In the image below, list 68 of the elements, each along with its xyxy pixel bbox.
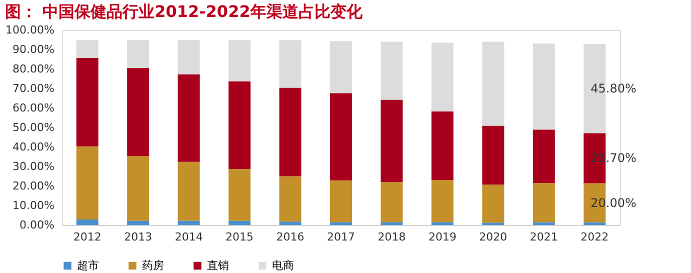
bar bbox=[279, 176, 302, 222]
bar bbox=[127, 40, 150, 68]
bar bbox=[76, 58, 98, 146]
bar bbox=[127, 220, 150, 225]
bar bbox=[330, 41, 352, 94]
y-tick-label: 100.00% bbox=[6, 24, 54, 36]
data-label: 45.80% bbox=[590, 82, 636, 96]
x-tick-label: 2017 bbox=[327, 230, 355, 244]
legend-label: 直销 bbox=[207, 258, 229, 272]
bar bbox=[532, 43, 555, 130]
bar bbox=[228, 40, 251, 82]
y-tick-label: 30.00% bbox=[12, 160, 54, 173]
bar bbox=[532, 183, 555, 222]
bar bbox=[431, 222, 454, 225]
bar bbox=[127, 156, 150, 221]
bar bbox=[127, 68, 150, 156]
y-tick-label: 90.00% bbox=[12, 43, 54, 56]
legend-label: 药房 bbox=[142, 258, 164, 272]
bar bbox=[380, 100, 403, 182]
bar bbox=[482, 42, 504, 126]
x-tick-label: 2014 bbox=[174, 230, 203, 244]
x-tick-label: 2020 bbox=[479, 230, 508, 244]
bar bbox=[228, 169, 251, 221]
bar bbox=[380, 42, 403, 100]
y-tick-label: 10.00% bbox=[12, 199, 54, 212]
bar bbox=[178, 162, 200, 221]
bar bbox=[584, 222, 606, 225]
bar bbox=[279, 222, 302, 225]
bar bbox=[380, 222, 403, 225]
x-tick-label: 2022 bbox=[580, 230, 609, 244]
y-tick-label: 40.00% bbox=[12, 140, 54, 154]
bar bbox=[380, 182, 403, 222]
bar bbox=[228, 220, 251, 225]
x-tick-label: 2019 bbox=[428, 230, 456, 244]
chart-title: 图： 中国保健品行业2012-2022年渠道占比变化 bbox=[5, 2, 364, 21]
bar bbox=[431, 42, 454, 112]
y-tick-label: 70.00% bbox=[12, 82, 54, 95]
y-tick-label: 0.00% bbox=[20, 218, 54, 232]
bar bbox=[178, 220, 200, 225]
bar bbox=[178, 40, 200, 74]
legend-label: 超市 bbox=[77, 258, 99, 272]
legend-label: 电商 bbox=[272, 258, 294, 272]
x-tick-label: 2018 bbox=[378, 230, 406, 244]
bar bbox=[279, 40, 302, 88]
bar bbox=[482, 184, 504, 223]
bar bbox=[532, 130, 555, 184]
y-tick-label: 80.00% bbox=[12, 62, 54, 76]
bar bbox=[178, 74, 200, 162]
x-tick-label: 2015 bbox=[226, 230, 254, 244]
bar bbox=[76, 40, 98, 58]
x-tick-label: 2021 bbox=[530, 230, 558, 244]
bar bbox=[76, 220, 98, 225]
bar bbox=[431, 111, 454, 180]
bar bbox=[330, 222, 352, 225]
y-tick-label: 20.00% bbox=[12, 180, 54, 192]
bar bbox=[76, 146, 98, 220]
bar bbox=[330, 93, 352, 180]
bar bbox=[532, 222, 555, 225]
bar bbox=[330, 180, 352, 222]
x-tick-label: 2012 bbox=[73, 230, 102, 244]
y-tick-label: 60.00% bbox=[12, 102, 54, 114]
y-tick-label: 50.00% bbox=[12, 121, 54, 134]
bar bbox=[228, 81, 251, 170]
bar bbox=[431, 180, 454, 222]
bar bbox=[482, 126, 504, 185]
x-tick-label: 2016 bbox=[276, 230, 304, 244]
x-tick-label: 2013 bbox=[124, 230, 152, 244]
bar bbox=[279, 88, 302, 176]
